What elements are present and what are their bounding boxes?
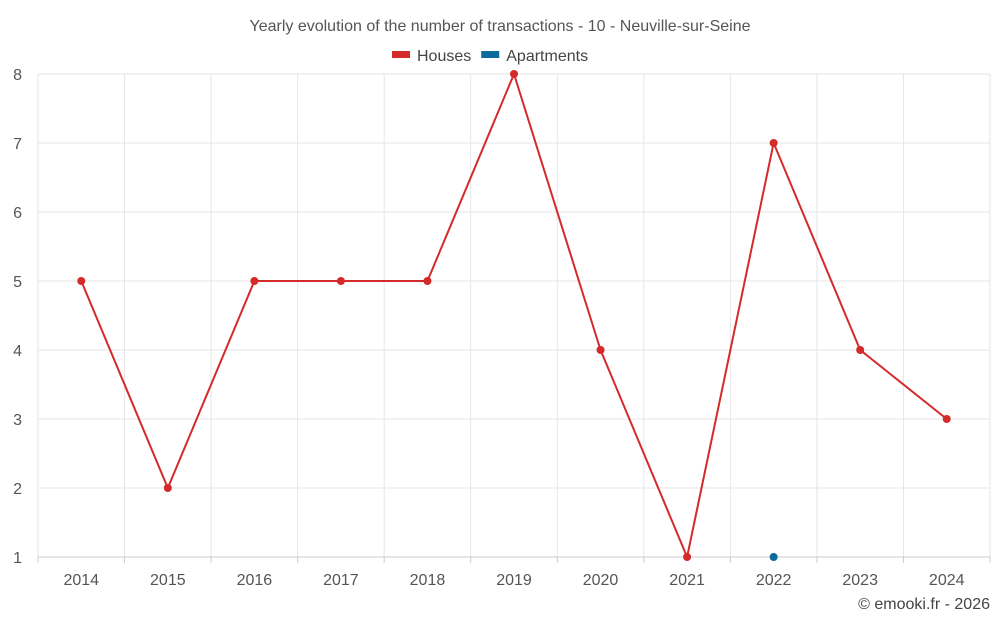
x-gridlines [37,74,991,557]
legend-label-apartments: Apartments [506,48,588,65]
x-tick-label: 2014 [63,572,99,589]
data-point-houses-2018 [423,277,432,285]
y-axis-labels: 1 2 3 4 5 6 7 8 [13,67,22,567]
x-tick-label: 2017 [323,572,359,589]
data-point-houses-2014 [77,277,86,285]
x-tick-label: 2023 [842,572,878,589]
y-tick-label: 5 [13,274,22,291]
x-axis-labels: 2014 2015 2016 2017 2018 2019 2020 2021 2022 2023… [37,557,991,589]
x-tick-label: 2019 [496,572,532,589]
y-tick-label: 3 [13,412,22,429]
x-tick-label: 2024 [929,572,965,589]
x-tick-label: 2020 [583,572,619,589]
legend: Houses Apartments [392,48,588,65]
data-point-houses-2023 [856,346,865,354]
legend-swatch-houses [392,51,410,58]
credit-text: © emooki.fr - 2026 [858,596,990,613]
data-point-houses-2022 [769,139,778,147]
data-point-houses-2019 [510,70,518,78]
x-tick-label: 2016 [237,572,273,589]
chart-title: Yearly evolution of the number of transa… [250,18,751,35]
legend-swatch-apartments [481,51,500,58]
y-tick-label: 4 [13,343,22,360]
x-tick-label: 2018 [410,572,446,589]
x-tick-label: 2022 [756,572,792,589]
y-tick-label: 6 [13,205,22,222]
y-gridlines [38,73,990,489]
series-layer [77,70,951,561]
data-point-houses-2024 [942,415,951,423]
data-point-houses-2021 [683,553,692,561]
y-tick-label: 8 [13,67,22,84]
y-tick-label: 2 [13,481,22,498]
data-point-houses-2016 [250,277,259,285]
x-tick-label: 2015 [150,572,186,589]
y-tick-label: 1 [13,550,22,567]
legend-label-houses: Houses [417,48,471,65]
data-point-houses-2020 [596,346,605,354]
x-tick-label: 2021 [669,572,705,589]
data-point-apartments-2022 [769,553,778,561]
data-point-houses-2015 [163,484,172,492]
data-point-houses-2017 [336,277,345,285]
y-tick-label: 7 [13,136,22,153]
